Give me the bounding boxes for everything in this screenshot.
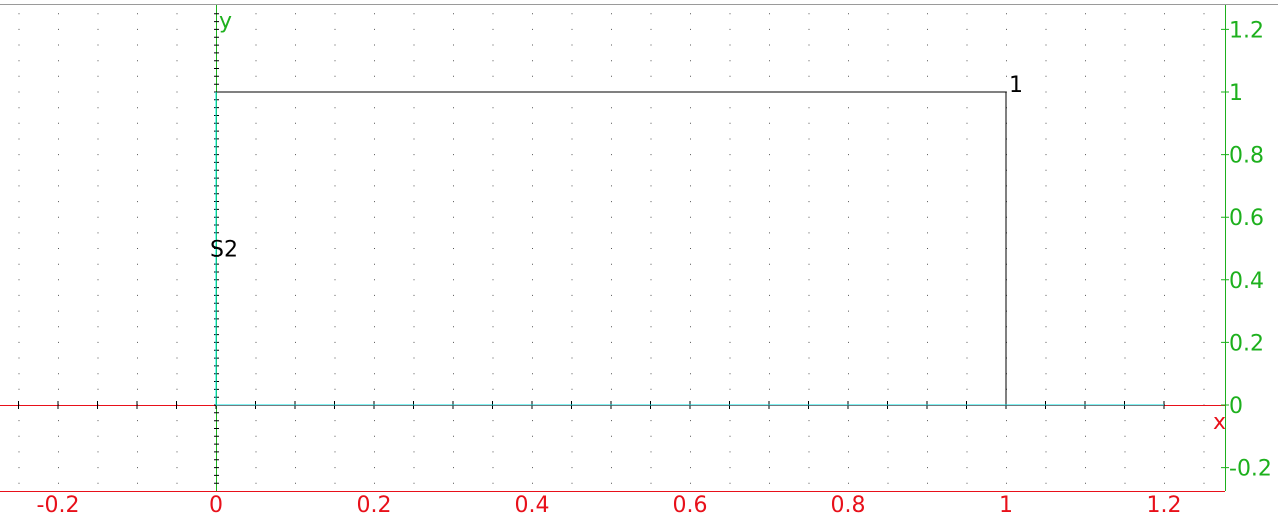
tick-labels: -0.2 0 0.2 0.4 0.6 0.8 1 1.2-0.200.20.40.60.811…: [37, 9, 1272, 513]
y-axis-label: y: [219, 9, 232, 34]
x-tick-label: 1.2: [1147, 493, 1182, 513]
annotations: 1 S2: [210, 73, 1023, 263]
y-tick-label: 1: [1229, 81, 1243, 106]
y-tick-label: 0.8: [1229, 144, 1264, 169]
y-tick-label: 1.2: [1229, 18, 1264, 43]
y-axis-major-ticks: [1221, 28, 1229, 469]
x-axis-label: x: [1213, 410, 1226, 435]
point-label-s2: S2: [210, 238, 238, 263]
grid-dot-pattern: [18, 13, 1205, 484]
x-tick-label: 0.6: [673, 493, 708, 513]
series-group: [215, 91, 1164, 406]
x-tick-label: 0.2: [357, 493, 392, 513]
x-tick-label: 0.4: [515, 493, 550, 513]
x-tick-label: 1: [999, 493, 1013, 513]
grid-dots: [18, 13, 1205, 484]
point-label-1: 1: [1009, 73, 1023, 98]
y-tick-label: 0.6: [1229, 206, 1264, 231]
y-tick-label: 0.4: [1229, 269, 1264, 294]
x-tick-label: 0.8: [831, 493, 866, 513]
x-tick-label: -0.2: [37, 493, 80, 513]
series-square-outline: [216, 91, 1007, 405]
x-tick-label: 0: [209, 493, 223, 513]
y-tick-label: 0.2: [1229, 331, 1264, 356]
y-tick-label: 0: [1229, 394, 1243, 419]
y-tick-label: -0.2: [1229, 457, 1272, 482]
